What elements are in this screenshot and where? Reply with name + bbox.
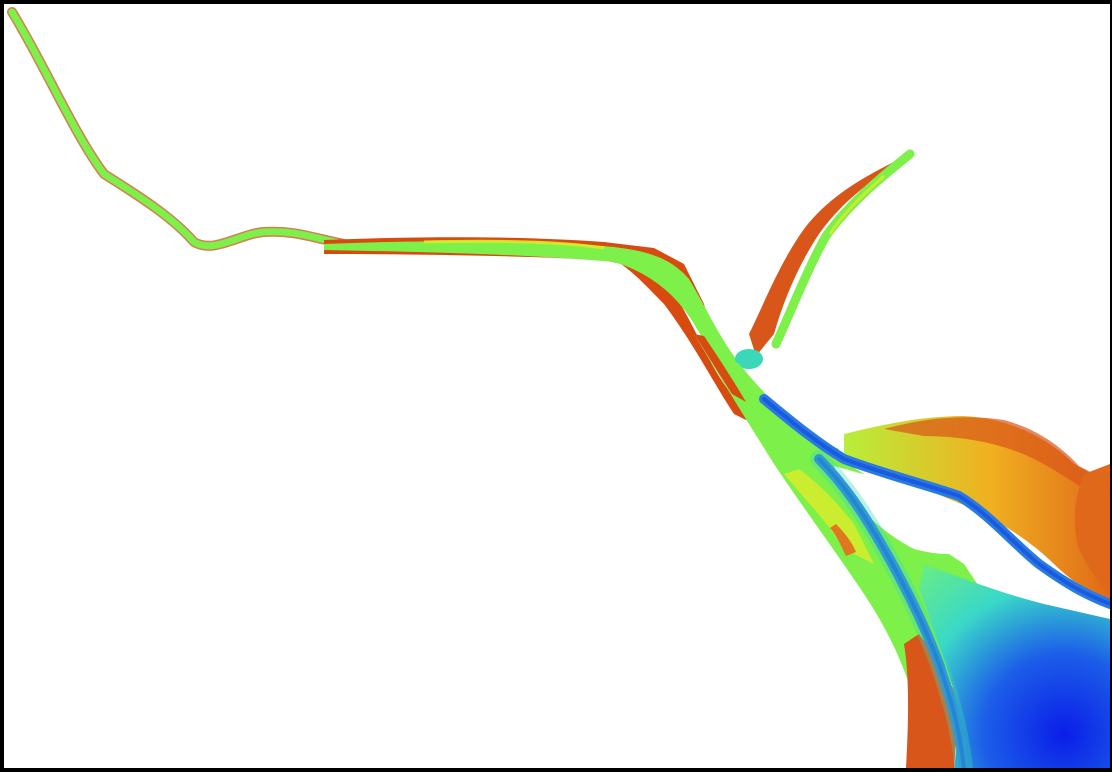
west-tributary-water xyxy=(8,8,348,250)
thalweg-north-core xyxy=(762,397,1110,606)
river-island xyxy=(834,466,977,555)
thalweg-channels xyxy=(759,394,1110,768)
northeast-tributary-bank xyxy=(749,154,910,356)
basin-water xyxy=(919,564,1110,768)
river-depth-map xyxy=(7,7,1110,768)
northeast-tributary xyxy=(749,149,915,356)
west-tributary-bank xyxy=(7,7,349,251)
southeast-basin xyxy=(904,464,1110,768)
basin-west-bank xyxy=(904,634,959,768)
main-channel-yellow-edge xyxy=(423,239,605,250)
south-floodplain-inner-bank xyxy=(694,334,746,402)
main-channel xyxy=(324,237,839,469)
confluence-pool xyxy=(735,349,763,369)
west-tributary xyxy=(7,7,349,251)
thalweg-south-core xyxy=(817,457,966,768)
northeast-tributary-highlight xyxy=(828,174,886,235)
south-floodplain-orange-patch xyxy=(830,524,856,556)
main-channel-south-bank xyxy=(604,254,754,424)
south-floodplain-yellow xyxy=(784,469,874,564)
basin-east-bank xyxy=(1074,464,1110,594)
east-floodplain-red-rim xyxy=(884,417,1110,504)
thalweg-south-halo xyxy=(810,450,973,768)
